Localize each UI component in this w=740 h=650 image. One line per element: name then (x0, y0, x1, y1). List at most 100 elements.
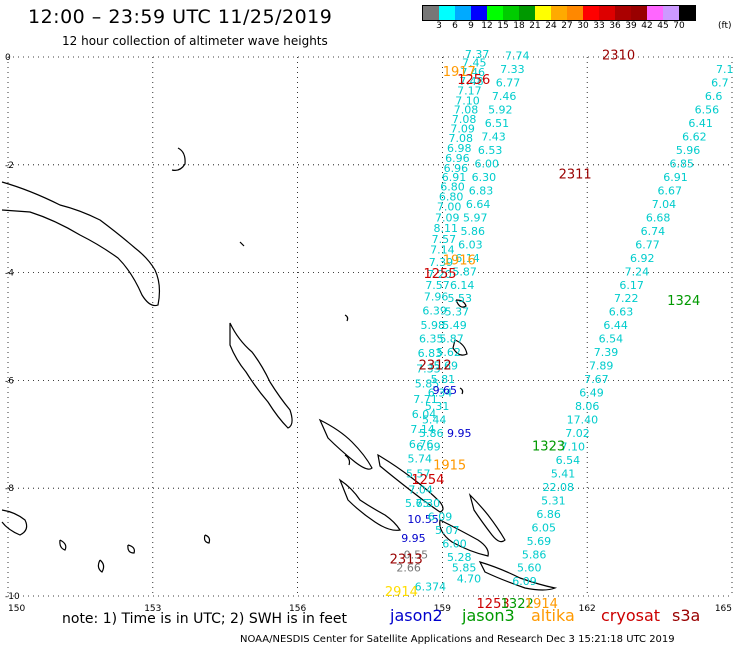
x-tick-label: 153 (144, 604, 161, 614)
wave-height-label: 17.40 (567, 414, 599, 427)
wave-height-label: 5.31 (541, 494, 566, 507)
wave-height-label: 6.96 (445, 152, 470, 165)
colorbar-label: 24 (545, 21, 557, 31)
footer-credit: NOAA/NESDIS Center for Satellite Applica… (240, 634, 675, 645)
satellite-jason2: jason2 (390, 606, 443, 625)
wave-height-label: 6.374 (415, 581, 447, 594)
wave-height-label: 7.39 (594, 346, 619, 359)
wave-height-label: 6.34 (428, 387, 453, 400)
colorbar-label: 30 (577, 21, 589, 31)
wave-height-label: 6.30 (472, 171, 497, 184)
y-tick-label: -8 (5, 484, 14, 494)
pass-time-label: 1253 (477, 597, 510, 612)
pass-time-label: 1323 (532, 439, 565, 454)
wave-height-label: 5.81 (431, 373, 456, 386)
wave-height-label: 7.48 (459, 75, 484, 88)
pass-time-label: 1322 (501, 597, 534, 612)
wave-height-label: 6.62 (682, 131, 707, 144)
coastline-small-9 (344, 454, 351, 466)
wave-height-label: 6.83 (418, 347, 443, 360)
wave-height-label: 6.7 (711, 77, 729, 90)
coastline-small-7 (452, 339, 468, 356)
pass-time-label: 2311 (559, 167, 592, 182)
colorbar-swatch (503, 6, 519, 20)
wave-height-label: 6.41 (688, 117, 713, 130)
pass-time-label: 1915 (433, 458, 466, 473)
wave-height-label: 7.14 (410, 423, 435, 436)
wave-height-label: 6.86 (536, 508, 561, 521)
wave-height-label: 6.98 (447, 142, 472, 155)
satellite-jason3: jason3 (462, 606, 515, 625)
wave-height-label: 6.04 (412, 408, 437, 421)
coastlines (1, 147, 558, 591)
wave-height-label: 6.30 (416, 497, 441, 510)
wave-height-label: 7.00 (437, 201, 462, 214)
coastline-makira (478, 561, 558, 591)
wave-height-label: 5.07 (435, 524, 460, 537)
wave-height-label: 7.57 (432, 233, 457, 246)
map-title: 12:00 – 23:59 UTC 11/25/2019 (28, 6, 333, 28)
wave-height-label: 6.00 (475, 157, 500, 170)
pass-time-label: 1255 (423, 267, 456, 282)
wave-height-label: 5.87 (439, 333, 464, 346)
colorbar-label: 27 (561, 21, 573, 31)
wave-height-label: 6.54 (599, 333, 624, 346)
pass-time-label: 1916 (443, 254, 476, 269)
wave-height-label: 7.46 (492, 90, 517, 103)
wave-height-label: 8.11 (434, 222, 459, 235)
x-tick-label: 156 (289, 604, 306, 614)
colorbar-swatch (679, 6, 695, 20)
wave-height-label: 5.96 (676, 144, 701, 157)
wave-height-label: 6.51 (485, 117, 510, 130)
wave-height-label: 7.71 (413, 393, 438, 406)
wave-height-label: 7.09 (450, 122, 475, 135)
wave-height-label: 5.37 (445, 306, 470, 319)
wave-height-label: 7.33 (500, 63, 525, 76)
wave-height-label: 7.10 (560, 440, 585, 453)
wave-height-label: 5.28 (447, 551, 472, 564)
axis-ticks: 150 153 156 159 162 165 0 -2 -4 -6 -8 -10 (5, 53, 732, 614)
satellite-s3a: s3a (672, 606, 701, 625)
wave-height-label: 6.56 (695, 104, 720, 117)
wave-height-label: 7.24 (625, 265, 650, 278)
y-tick-label: -2 (5, 161, 14, 171)
colorbar-swatch (487, 6, 503, 20)
wave-height-label: 9.65 (433, 384, 458, 397)
wave-height-label: 7.20 (427, 268, 452, 281)
colorbar-label: 12 (481, 21, 493, 31)
wave-height-label: 6.92 (630, 252, 655, 265)
wave-height-label: 6.77 (635, 238, 660, 251)
x-tick-label: 165 (715, 604, 732, 614)
wave-height-label: 6.35 (419, 333, 444, 346)
wave-height-label: 6.09 (428, 511, 453, 524)
colorbar-label: 3 (436, 21, 442, 31)
colorbar-label: 33 (593, 21, 605, 31)
wave-height-label: 6.64 (466, 198, 491, 211)
wave-height-label: 5.98 (420, 319, 445, 332)
pass-time-label: 1324 (667, 294, 700, 309)
wave-height-label: 6.09 (416, 440, 441, 453)
wave-height-label: 7.45 (462, 57, 487, 70)
coastline-small-6 (455, 299, 467, 308)
colorbar-swatch (455, 6, 471, 20)
colorbar-label: 36 (609, 21, 621, 31)
satellite-cryosat: cryosat (601, 606, 661, 625)
wave-height-label: 7.39 (429, 256, 454, 269)
wave-height-label: 5.41 (551, 467, 576, 480)
wave-height-label: 6.74 (641, 225, 666, 238)
wave-height-label: 5.57 (406, 467, 431, 480)
colorbar-swatch (663, 6, 679, 20)
colorbar-label: 45 (657, 21, 669, 31)
y-tick-label: -6 (5, 376, 14, 386)
pass-time-label: 2310 (602, 49, 635, 64)
wave-height-label: 6.67 (657, 184, 682, 197)
wave-height-label: 6.03 (458, 238, 483, 251)
coastline-guadalcanal (439, 519, 489, 557)
wave-height-label: 6.14 (450, 279, 475, 292)
wave-height-label: 6.85 (670, 157, 695, 170)
wave-height-label: 7.08 (448, 132, 473, 145)
wave-height-label: 7.89 (589, 360, 614, 373)
coastline-small-5 (203, 534, 211, 544)
x-tick-label: 150 (8, 604, 25, 614)
